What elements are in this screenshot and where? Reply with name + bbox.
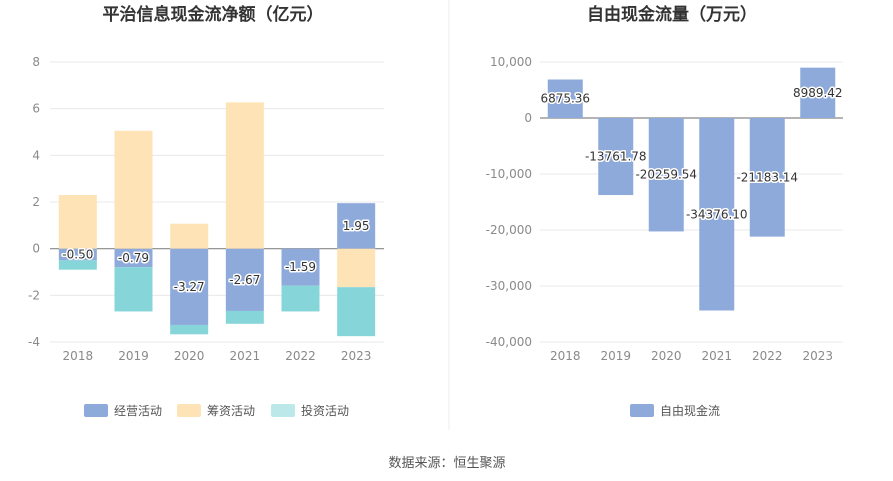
y-tick-label: -40,000 [486, 335, 532, 349]
x-tick-label: 2022 [752, 349, 783, 363]
x-tick-label: 2019 [118, 349, 149, 363]
bar-left-s2-2020 [170, 324, 209, 335]
x-tick-label: 2018 [550, 349, 581, 363]
bar-left-s0-2018 [58, 248, 97, 261]
x-tick-label: 2020 [174, 349, 205, 363]
bar-left-s0-2020 [170, 248, 209, 325]
y-tick-label: 0 [524, 111, 532, 125]
legend-label[interactable]: 自由现金流 [660, 403, 720, 418]
y-tick-label: -2 [28, 288, 40, 302]
y-tick-label: -20,000 [486, 223, 532, 237]
data-label: -1.59 [285, 260, 316, 274]
x-tick-label: 2023 [341, 349, 372, 363]
bar-right-s0-2023 [800, 67, 836, 118]
legend-swatch[interactable] [84, 404, 108, 417]
data-label: 1.95 [343, 219, 370, 233]
left-chart-title: 平治信息现金流净额（亿元） [103, 4, 324, 25]
bar-left-s2-2019 [114, 267, 153, 312]
bar-left-s0-2019 [114, 248, 153, 268]
bar-right-s0-2018 [547, 79, 583, 118]
legend-label[interactable]: 筹资活动 [207, 404, 255, 418]
data-source: 数据来源：恒生聚源 [388, 456, 505, 471]
y-tick-label: 0 [32, 242, 40, 256]
data-label: -3.27 [174, 280, 205, 294]
x-tick-label: 2023 [802, 349, 833, 363]
bar-right-s0-2019 [598, 118, 634, 196]
x-tick-label: 2019 [600, 349, 631, 363]
legend-label[interactable]: 投资活动 [301, 403, 349, 418]
y-tick-label: -10,000 [486, 167, 532, 181]
x-tick-label: 2022 [285, 349, 316, 363]
bar-left-s1-2021 [225, 102, 264, 249]
bar-left-s1-2018 [58, 195, 97, 249]
bar-right-s0-2021 [699, 118, 735, 311]
data-label: 8989.42 [793, 86, 843, 100]
x-tick-label: 2018 [63, 349, 94, 363]
bar-left-s0-2023 [337, 203, 376, 249]
free-cash-flow-chart: 自由现金流量（万元） -40,000 -30,000 -20,000 -10,000 0… [486, 4, 844, 418]
legend-swatch[interactable] [271, 404, 295, 417]
bar-left-s1-2023 [337, 248, 376, 288]
data-label: -0.79 [118, 251, 149, 265]
y-tick-label: 10,000 [490, 55, 532, 69]
bar-right-s0-2022 [749, 118, 785, 237]
x-tick-label: 2021 [230, 349, 261, 363]
data-label: -21183.14 [736, 170, 798, 184]
legend-swatch[interactable] [630, 404, 654, 417]
cash-flow-net-chart: 平治信息现金流净额（亿元） -4 -2 0 2 4 6 8 2018 2019 2020 2021 2… [28, 4, 384, 418]
right-chart-title: 自由现金流量（万元） [587, 4, 757, 25]
data-label: -2.67 [229, 273, 260, 287]
y-tick-label: 8 [32, 55, 40, 69]
y-tick-label: 6 [32, 102, 40, 116]
data-label: 6875.36 [540, 92, 590, 106]
legend-label[interactable]: 经营活动 [114, 404, 162, 418]
bar-left-s2-2018 [58, 260, 97, 270]
data-label: -0.50 [62, 248, 93, 262]
y-tick-label: -30,000 [486, 279, 532, 293]
data-label: -20259.54 [635, 168, 697, 182]
bar-left-s2-2023 [337, 287, 376, 337]
bar-left-s1-2020 [170, 223, 209, 249]
bar-left-s2-2021 [225, 310, 264, 324]
data-label: -13761.78 [585, 150, 647, 164]
bar-left-s0-2021 [225, 248, 264, 311]
x-tick-label: 2020 [651, 349, 682, 363]
y-tick-label: 4 [32, 148, 40, 162]
y-tick-label: -4 [28, 335, 40, 349]
data-label: -34376.10 [686, 207, 748, 221]
bar-left-s1-2019 [114, 130, 153, 249]
y-tick-label: 2 [32, 195, 40, 209]
x-tick-label: 2021 [701, 349, 732, 363]
bar-right-s0-2020 [648, 118, 684, 232]
legend-swatch[interactable] [177, 404, 201, 417]
bar-left-s0-2022 [281, 248, 320, 286]
bar-left-s2-2022 [281, 285, 320, 312]
